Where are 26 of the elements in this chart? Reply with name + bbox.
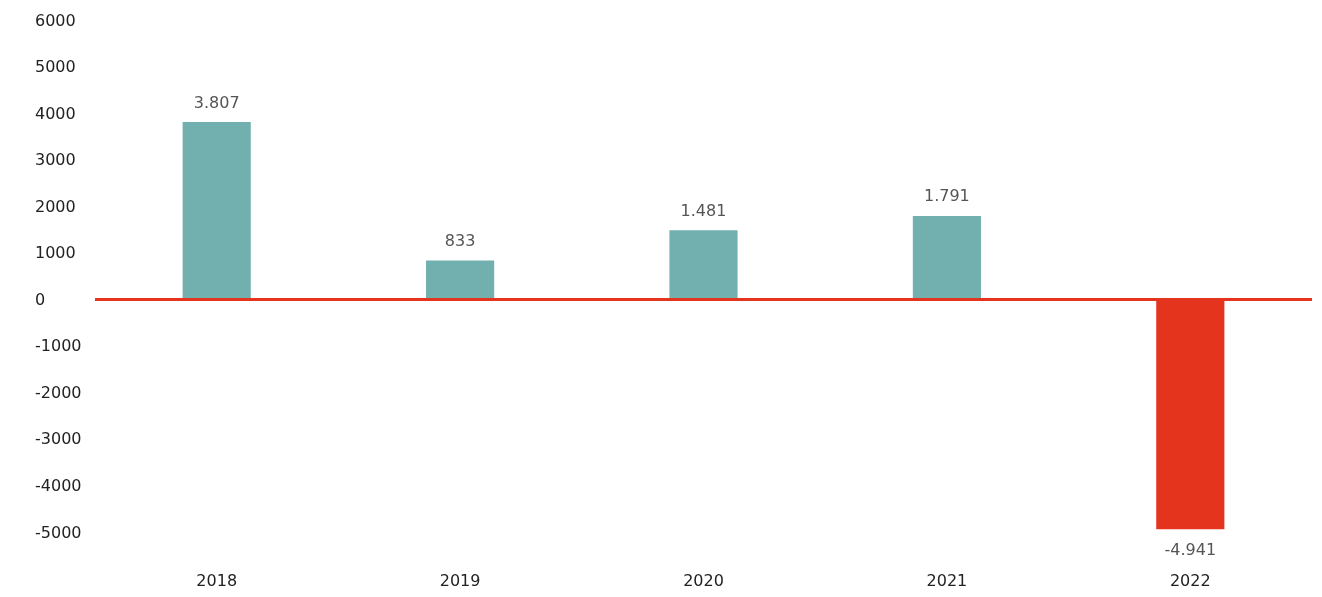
y-tick-label: -1000 [35, 336, 82, 356]
bar [426, 260, 495, 300]
y-tick-label: 2000 [35, 196, 76, 216]
x-tick-label: 2018 [196, 570, 238, 590]
data-label: 1.481 [680, 200, 727, 220]
bar [182, 122, 251, 300]
x-tick-label: 2021 [926, 570, 968, 590]
y-tick-label: 5000 [35, 57, 76, 77]
y-tick-label: -2000 [35, 382, 82, 402]
data-label: -4.941 [1164, 539, 1217, 559]
y-tick-label: 6000 [35, 10, 76, 30]
y-tick-label: 1000 [35, 243, 76, 263]
y-tick-label: 4000 [35, 103, 76, 123]
y-tick-label: -5000 [35, 522, 82, 542]
bar [912, 215, 981, 300]
y-tick-label: 3000 [35, 150, 76, 170]
y-tick-label: -4000 [35, 475, 82, 495]
x-tick-label: 2022 [1169, 570, 1211, 590]
data-label: 3.807 [193, 92, 240, 112]
data-label: 1.791 [923, 186, 970, 206]
y-tick-label: 0 [35, 289, 46, 309]
data-label: 833 [444, 231, 476, 250]
x-tick-label: 2020 [683, 570, 724, 590]
bar [669, 230, 738, 300]
y-tick-label: -3000 [35, 429, 82, 449]
x-tick-label: 2019 [439, 570, 481, 590]
